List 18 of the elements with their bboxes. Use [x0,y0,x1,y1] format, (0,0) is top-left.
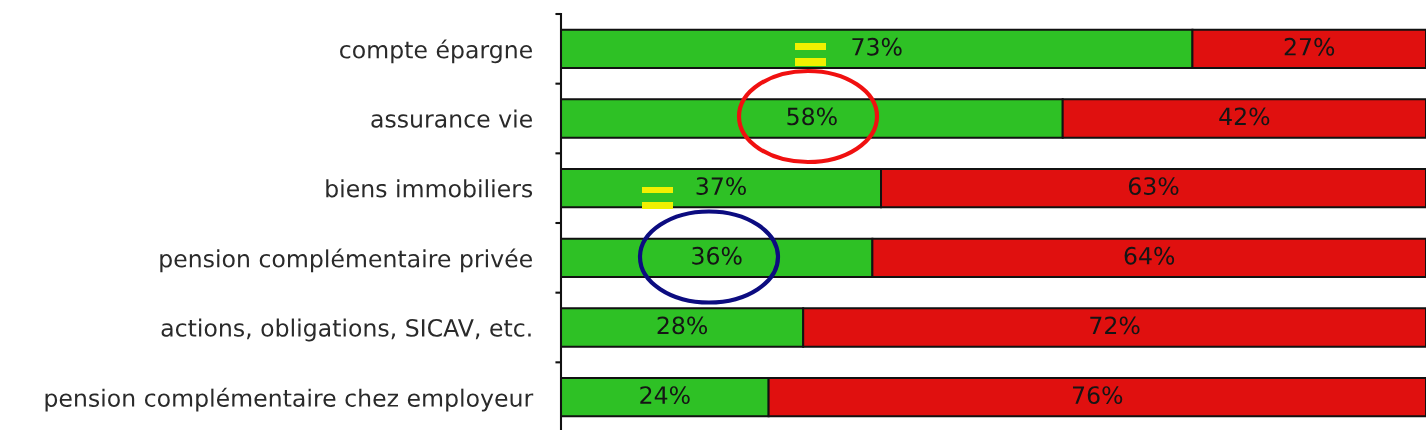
data-label: 42% [1219,107,1270,126]
data-label: 36% [692,246,742,265]
data-label: 28% [657,316,708,335]
y-tick-label: compte épargne [340,39,532,64]
y-tick-label: assurance vie [371,109,532,128]
data-label: 64% [1124,246,1175,265]
data-label: 58% [787,107,837,126]
data-label: 63% [1128,177,1179,196]
data-label: 73% [852,37,902,56]
data-label: 37% [696,177,746,196]
y-tick-label: pension complémentaire privée [160,248,532,273]
data-label: 24% [640,386,690,405]
data-label: 27% [1284,37,1335,56]
y-tick-label: actions, obligations, SICAV, etc. [161,318,531,342]
y-tick-label: pension complémentaire chez employeur [45,387,534,412]
y-tick-label: biens immobiliers [326,179,533,198]
data-label: 72% [1090,316,1140,335]
data-label: 76% [1073,386,1123,405]
